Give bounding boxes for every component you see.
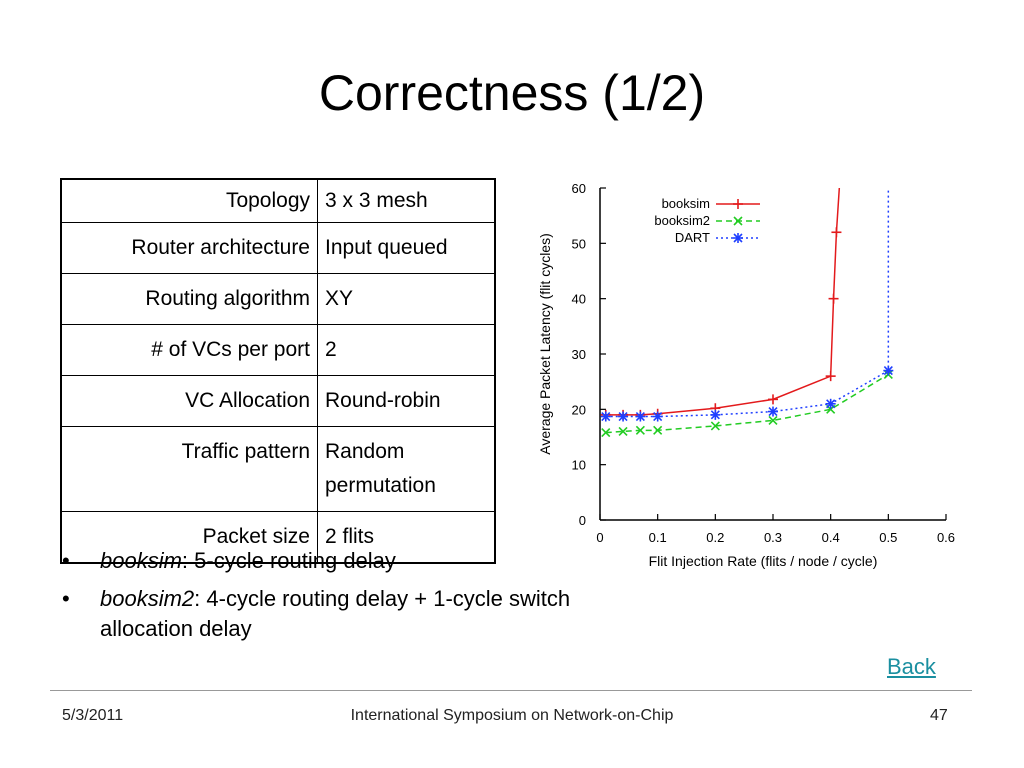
y-tick-label: 50 [572,236,586,251]
data-point [601,428,611,438]
table-row: Routing algorithm XY [60,273,496,325]
data-point [831,227,842,238]
table-key-cell: Router architecture [60,222,318,274]
table-value-cell: 2 flits [317,511,496,564]
table-row: Packet size 2 flits [60,511,496,564]
table-row: Topology 3 x 3 mesh [60,178,496,223]
y-tick-label: 20 [572,402,586,417]
data-point [733,216,743,226]
data-point [828,293,839,304]
data-point [825,371,836,382]
data-point [635,425,645,435]
data-point [710,409,721,420]
table-key-cell: # of VCs per port [60,324,318,376]
data-point [768,415,778,425]
legend-label: booksim [662,196,710,211]
x-tick-label: 0.1 [649,530,667,545]
series-line-booksim [605,187,841,416]
bullet-list: • booksim: 5-cycle routing delay • books… [62,546,580,652]
table-value-cell: XY [317,273,496,325]
data-point [652,411,663,422]
data-point [653,425,663,435]
legend-label: DART [675,230,710,245]
table-value-cell: 3 x 3 mesh [317,178,496,223]
bullet-item: • booksim: 5-cycle routing delay [62,548,396,573]
y-axis-label: Average Packet Latency (flit cycles) [537,233,553,455]
table-key-cell: Routing algorithm [60,273,318,325]
data-point [768,394,778,405]
y-tick-label: 10 [572,458,586,473]
x-tick-label: 0.5 [879,530,897,545]
table-row: # of VCs per port 2 [60,324,496,376]
configuration-table: Topology 3 x 3 mesh Router architecture Inp… [60,178,496,564]
x-tick-label: 0.4 [822,530,840,545]
table-value-cell: 2 [317,324,496,376]
data-point [600,411,611,422]
table-row: Traffic pattern Random permutation [60,426,496,512]
series-line-booksim2 [605,373,889,434]
x-axis-label: Flit Injection Rate (flits / node / cycl… [649,553,878,569]
footer-date: 5/3/2011 [62,707,124,724]
footer-conference: International Symposium on Network-on-Ch… [350,707,674,724]
bullet-text: : 4-cycle routing delay + 1-cycle switch… [100,586,571,641]
y-tick-label: 40 [572,292,586,307]
x-tick-label: 0.6 [937,530,955,545]
x-tick-label: 0 [596,530,603,545]
table-key-cell: Topology [60,178,318,223]
y-tick-label: 30 [572,347,586,362]
table-key-cell: Packet size [60,511,318,564]
slide-title: Correctness (1/2) [318,65,706,121]
bullet-term: booksim [100,548,182,573]
data-point [635,411,646,422]
legend-label: booksim2 [654,213,710,228]
table-key-cell: Traffic pattern [60,426,318,512]
footer-page-number: 47 [930,707,948,724]
x-tick-label: 0.2 [706,530,724,545]
data-point [618,426,628,437]
y-tick-label: 0 [579,513,586,528]
table-row: Router architecture Input queued [60,222,496,274]
data-point [618,411,629,422]
y-tick-label: 60 [572,181,586,196]
table-value-cell: Random permutation [317,426,496,512]
bullet-text: : 5-cycle routing delay [181,548,396,573]
data-point [733,233,743,243]
data-point [733,199,743,209]
series-line-DART [605,188,890,418]
table-value-cell: Round-robin [317,375,496,427]
latency-chart: 0 10 20 30 40 50 60 0 0.1 0.2 0.3 0.4 0.5 0.6 Flit Inj… [537,181,955,569]
table-value-cell: Input queued [317,222,496,274]
bullet-term: booksim2 [100,586,195,611]
data-point [825,398,836,409]
bullet-item: • booksim2: 4-cycle routing delay + 1-cy… [62,586,571,641]
footer-divider [50,690,972,691]
data-point [710,421,720,431]
data-point [883,365,894,376]
table-key-cell: VC Allocation [60,375,318,427]
back-link[interactable]: Back [887,654,936,679]
table-row: VC Allocation Round-robin [60,375,496,427]
data-point [768,406,778,417]
x-tick-label: 0.3 [764,530,782,545]
